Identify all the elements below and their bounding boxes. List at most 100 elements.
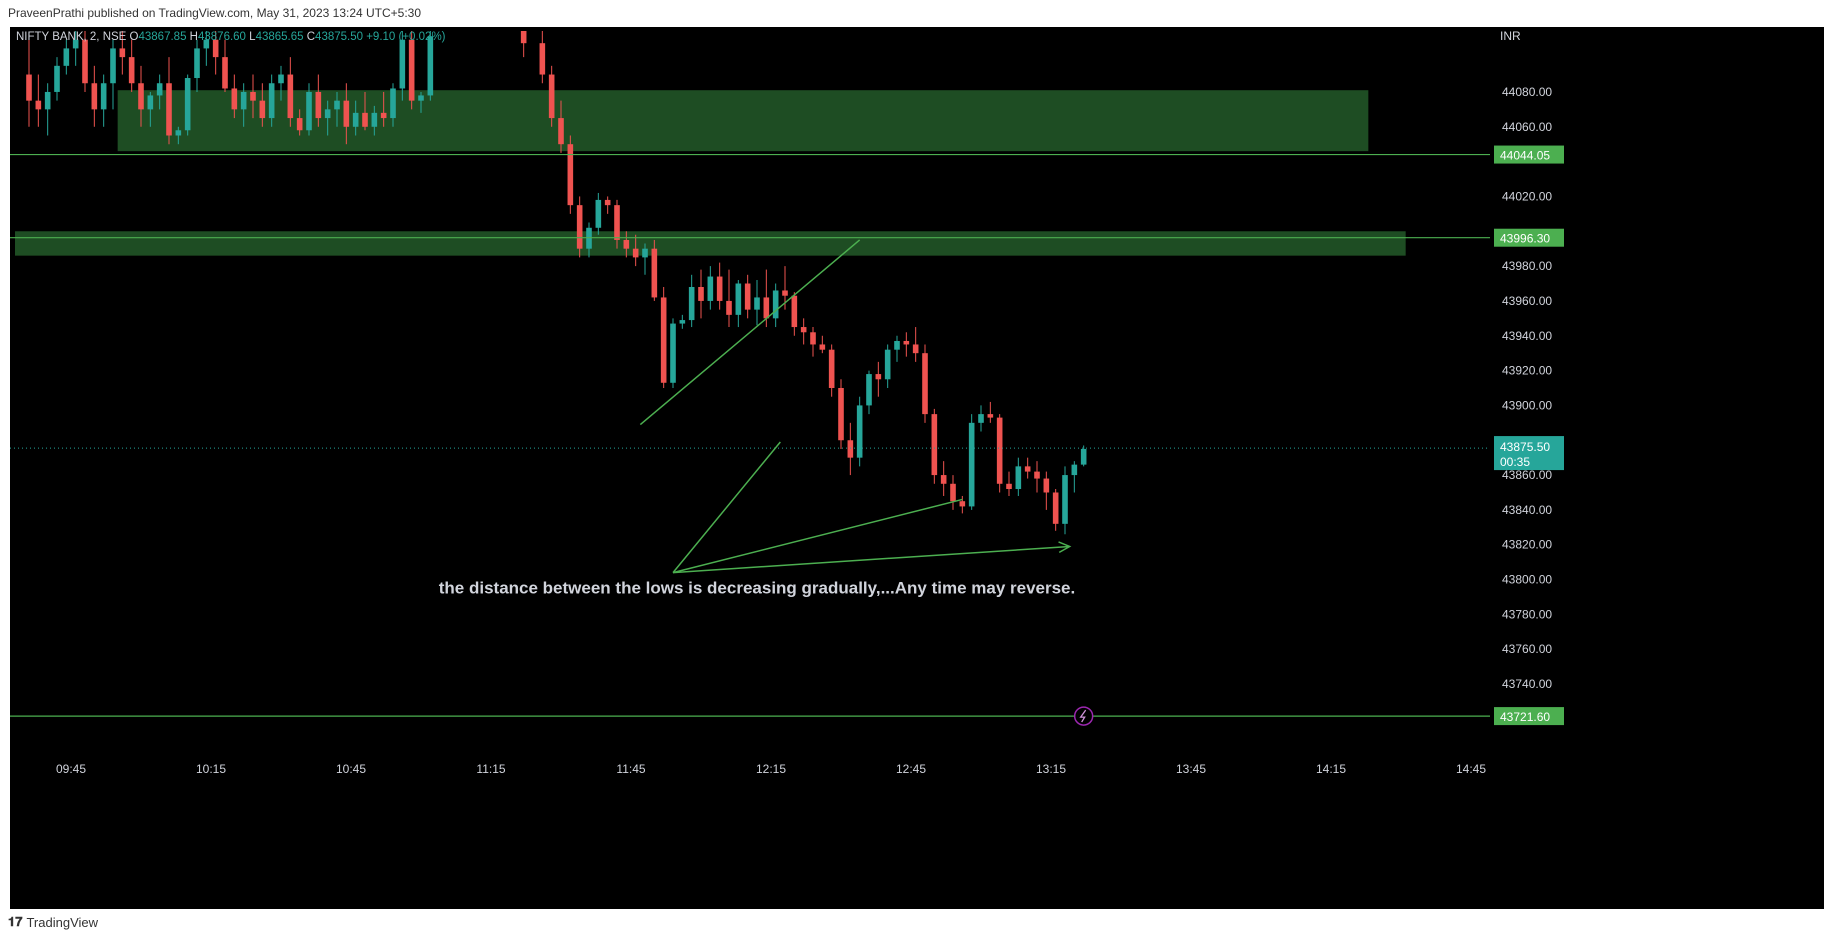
candle-body[interactable] xyxy=(698,286,704,301)
candle-body[interactable] xyxy=(147,95,154,110)
candle-body[interactable] xyxy=(856,405,863,458)
candle-body[interactable] xyxy=(884,349,891,380)
candle-body[interactable] xyxy=(268,83,275,119)
candle-body[interactable] xyxy=(1062,475,1068,524)
candle-body[interactable] xyxy=(1071,464,1078,476)
candle-body[interactable] xyxy=(922,353,928,415)
candle-body[interactable] xyxy=(968,422,975,507)
candle-body[interactable] xyxy=(380,112,387,119)
candle-body[interactable] xyxy=(866,374,872,406)
candle-body[interactable] xyxy=(688,286,695,321)
candle-body[interactable] xyxy=(390,88,396,119)
candle-body[interactable] xyxy=(875,374,882,380)
candle-body[interactable] xyxy=(54,65,60,92)
candle-body[interactable] xyxy=(408,39,415,101)
candle-body[interactable] xyxy=(26,74,32,101)
candle-body[interactable] xyxy=(754,297,760,310)
candle-body[interactable] xyxy=(166,83,172,136)
candle-body[interactable] xyxy=(782,290,788,296)
candle-body[interactable] xyxy=(1024,466,1031,472)
candle-body[interactable] xyxy=(576,205,583,249)
candle-body[interactable] xyxy=(558,118,564,145)
candle-body[interactable] xyxy=(110,48,116,84)
candle-body[interactable] xyxy=(996,417,1003,484)
candle-body[interactable] xyxy=(520,31,527,44)
candle-body[interactable] xyxy=(912,344,919,354)
candle-body[interactable] xyxy=(362,112,368,127)
candle-body[interactable] xyxy=(744,283,751,310)
candle-body[interactable] xyxy=(707,276,714,301)
candle-body[interactable] xyxy=(987,414,994,418)
candle-body[interactable] xyxy=(950,483,956,502)
candle-body[interactable] xyxy=(931,414,938,476)
candle-body[interactable] xyxy=(259,100,266,119)
candle-body[interactable] xyxy=(315,91,322,119)
candle-body[interactable] xyxy=(222,57,228,89)
candle-body[interactable] xyxy=(632,248,639,258)
candle-body[interactable] xyxy=(1006,483,1012,490)
candle-body[interactable] xyxy=(959,501,966,507)
candle-body[interactable] xyxy=(63,48,70,66)
candle-body[interactable] xyxy=(418,95,424,101)
candle-body[interactable] xyxy=(100,83,107,110)
candle-body[interactable] xyxy=(1080,448,1087,465)
candle-body[interactable] xyxy=(240,91,247,110)
candle-body[interactable] xyxy=(903,340,910,345)
candle-body[interactable] xyxy=(1034,471,1040,479)
candle-body[interactable] xyxy=(847,440,854,458)
candle-body[interactable] xyxy=(175,130,182,136)
candle-body[interactable] xyxy=(343,100,350,127)
candle-body[interactable] xyxy=(334,100,340,110)
candle-body[interactable] xyxy=(1052,492,1059,524)
candle-body[interactable] xyxy=(623,239,630,249)
candle-body[interactable] xyxy=(250,91,256,101)
candle-body[interactable] xyxy=(679,320,686,324)
candle-body[interactable] xyxy=(726,300,732,315)
candle-body[interactable] xyxy=(660,297,667,383)
annotation-line[interactable] xyxy=(672,545,1070,574)
candle-body[interactable] xyxy=(539,43,546,75)
candle-body[interactable] xyxy=(819,344,826,350)
candle-body[interactable] xyxy=(212,39,219,58)
candle-body[interactable] xyxy=(371,112,378,127)
candle-body[interactable] xyxy=(604,199,611,206)
candle-body[interactable] xyxy=(231,88,238,110)
candle-body[interactable] xyxy=(35,100,42,110)
candle-body[interactable] xyxy=(156,83,163,96)
candle-body[interactable] xyxy=(716,276,723,301)
candle-body[interactable] xyxy=(838,388,844,441)
candle-body[interactable] xyxy=(595,199,602,228)
candle-body[interactable] xyxy=(72,39,79,49)
candle-body[interactable] xyxy=(91,83,98,110)
candle-body[interactable] xyxy=(894,340,900,350)
candle-body[interactable] xyxy=(278,74,284,84)
annotation-line[interactable] xyxy=(672,441,781,574)
candle-body[interactable] xyxy=(82,39,88,84)
candle-body[interactable] xyxy=(296,118,303,131)
candle-body[interactable] xyxy=(791,295,798,328)
candle-body[interactable] xyxy=(614,205,620,240)
candle-body[interactable] xyxy=(203,39,210,49)
candle-body[interactable] xyxy=(670,323,676,383)
candle-body[interactable] xyxy=(1043,478,1050,493)
candle-body[interactable] xyxy=(306,91,312,131)
candle-body[interactable] xyxy=(324,109,331,119)
candle-body[interactable] xyxy=(119,48,126,58)
candle-body[interactable] xyxy=(138,83,144,110)
trend-line[interactable] xyxy=(639,239,861,426)
candle-body[interactable] xyxy=(567,144,574,206)
candle-body[interactable] xyxy=(735,283,742,315)
candle-body[interactable] xyxy=(399,39,406,89)
candle-body[interactable] xyxy=(427,36,434,96)
candle-body[interactable] xyxy=(287,74,294,119)
candle-body[interactable] xyxy=(548,74,555,119)
candle-body[interactable] xyxy=(772,290,779,319)
lightning-icon[interactable] xyxy=(1073,706,1094,726)
candle-body[interactable] xyxy=(44,91,51,110)
candle-body[interactable] xyxy=(184,78,191,131)
candle-body[interactable] xyxy=(810,332,816,345)
candle-body[interactable] xyxy=(352,112,359,127)
candle-body[interactable] xyxy=(642,248,648,258)
candlestick-chart[interactable]: the distance between the lows is decreas… xyxy=(10,27,1824,909)
candle-body[interactable] xyxy=(940,475,947,484)
